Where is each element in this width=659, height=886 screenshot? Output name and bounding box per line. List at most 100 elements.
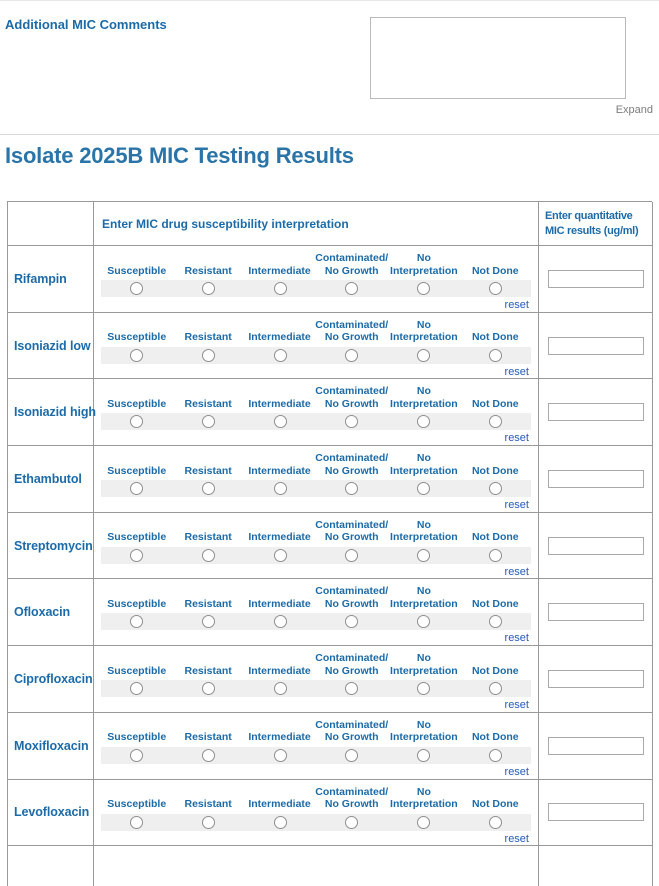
reset-link[interactable]: reset [504, 565, 529, 578]
option-label-no-interpretation: No Interpretation [388, 319, 459, 344]
radio-no-interpretation[interactable] [416, 682, 430, 696]
reset-link[interactable]: reset [504, 765, 529, 778]
radio-resistant[interactable] [201, 482, 215, 496]
option-label-intermediate: Intermediate [244, 798, 315, 811]
mic-quantitative-input[interactable] [547, 603, 644, 622]
radio-contaminated-no-growth[interactable] [345, 815, 359, 829]
reset-link[interactable]: reset [504, 832, 529, 845]
radio-resistant[interactable] [201, 348, 215, 362]
radio-not-done[interactable] [488, 815, 502, 829]
radio-not-done[interactable] [488, 615, 502, 629]
option-label-top: No [416, 452, 431, 465]
mic-quantitative-input[interactable] [547, 403, 644, 422]
option-label-top: Contaminated/ [315, 585, 389, 598]
comments-textarea[interactable] [370, 17, 626, 99]
option-label-text: Resistant [184, 331, 232, 344]
reset-link[interactable]: reset [504, 432, 529, 445]
option-label-text: Resistant [184, 597, 232, 610]
radio-resistant[interactable] [201, 815, 215, 829]
radio-susceptible[interactable] [130, 748, 144, 762]
radio-contaminated-no-growth[interactable] [345, 548, 359, 562]
option-label-text: Intermediate [248, 264, 311, 277]
radio-susceptible[interactable] [130, 815, 144, 829]
mic-quantitative-input[interactable] [547, 469, 644, 488]
radio-intermediate[interactable] [273, 282, 287, 295]
radio-contaminated-no-growth[interactable] [345, 682, 359, 696]
radio-susceptible[interactable] [130, 482, 144, 496]
radio-not-done[interactable] [488, 415, 502, 429]
option-label-not-done: Not Done [460, 331, 531, 344]
radio-resistant[interactable] [201, 282, 215, 295]
mic-quantitative-input[interactable] [547, 269, 644, 288]
radio-no-interpretation[interactable] [416, 815, 430, 829]
option-label-top: No [416, 718, 431, 731]
expand-link[interactable]: Expand [615, 104, 653, 116]
radio-resistant[interactable] [201, 548, 215, 562]
radio-not-done[interactable] [488, 482, 502, 496]
section-divider [0, 134, 659, 135]
radio-no-interpretation[interactable] [416, 748, 430, 762]
radio-not-done[interactable] [488, 282, 502, 295]
reset-link[interactable]: reset [504, 699, 529, 712]
radio-susceptible[interactable] [130, 615, 144, 629]
radio-contaminated-no-growth[interactable] [345, 748, 359, 762]
radio-contaminated-no-growth[interactable] [345, 348, 359, 362]
radio-no-interpretation[interactable] [416, 415, 430, 429]
mic-quantitative-input[interactable] [547, 536, 644, 555]
quantitative-cell [539, 712, 653, 780]
radio-contaminated-no-growth[interactable] [345, 615, 359, 629]
mic-quantitative-input[interactable] [547, 336, 644, 355]
radio-resistant[interactable] [201, 748, 215, 762]
option-label-top: No [416, 652, 431, 665]
mic-quantitative-input[interactable] [547, 669, 644, 688]
radio-susceptible[interactable] [130, 415, 144, 429]
mic-quantitative-input[interactable] [547, 736, 644, 755]
radio-resistant[interactable] [201, 682, 215, 696]
option-label-text: Intermediate [248, 331, 311, 344]
radio-intermediate[interactable] [273, 415, 287, 429]
radio-intermediate[interactable] [273, 615, 287, 629]
radio-no-interpretation[interactable] [416, 348, 430, 362]
radio-intermediate[interactable] [273, 682, 287, 696]
radio-no-interpretation[interactable] [416, 482, 430, 496]
table-row: Ofloxacin Susceptible Resistant Intermed… [8, 579, 653, 647]
radio-intermediate[interactable] [273, 548, 287, 562]
radio-contaminated-no-growth[interactable] [345, 282, 359, 295]
quantitative-cell [539, 446, 653, 513]
option-label-top: No [416, 252, 431, 264]
radio-susceptible[interactable] [130, 282, 144, 295]
option-label-susceptible: Susceptible [101, 598, 172, 611]
radio-not-done[interactable] [488, 682, 502, 696]
radio-not-done[interactable] [488, 748, 502, 762]
radio-resistant[interactable] [201, 415, 215, 429]
radio-contaminated-no-growth[interactable] [345, 482, 359, 496]
radio-intermediate[interactable] [273, 348, 287, 362]
radio-intermediate[interactable] [273, 815, 287, 829]
reset-link[interactable]: reset [504, 499, 529, 512]
option-label-susceptible: Susceptible [101, 465, 172, 478]
option-label-text: Susceptible [107, 597, 167, 610]
radio-susceptible[interactable] [130, 682, 144, 696]
option-label-top: Contaminated/ [315, 518, 389, 531]
option-label-text: Interpretation [390, 531, 458, 544]
option-label-top: Contaminated/ [315, 718, 389, 731]
radio-resistant[interactable] [201, 615, 215, 629]
radio-intermediate[interactable] [273, 482, 287, 496]
mic-quantitative-input[interactable] [547, 803, 644, 822]
radio-no-interpretation[interactable] [416, 282, 430, 295]
reset-link[interactable]: reset [504, 299, 529, 311]
radio-intermediate[interactable] [273, 748, 287, 762]
radio-contaminated-no-growth[interactable] [345, 415, 359, 429]
option-label-contaminated-no-growth: Contaminated/ No Growth [315, 786, 388, 811]
reset-link[interactable]: reset [504, 632, 529, 645]
option-label-top: Contaminated/ [315, 452, 389, 465]
radio-susceptible[interactable] [130, 548, 144, 562]
option-label-intermediate: Intermediate [244, 731, 315, 744]
radio-no-interpretation[interactable] [416, 615, 430, 629]
radio-not-done[interactable] [488, 548, 502, 562]
radio-not-done[interactable] [488, 348, 502, 362]
reset-row: reset [101, 632, 531, 644]
radio-susceptible[interactable] [130, 348, 144, 362]
radio-no-interpretation[interactable] [416, 548, 430, 562]
reset-link[interactable]: reset [504, 365, 529, 378]
